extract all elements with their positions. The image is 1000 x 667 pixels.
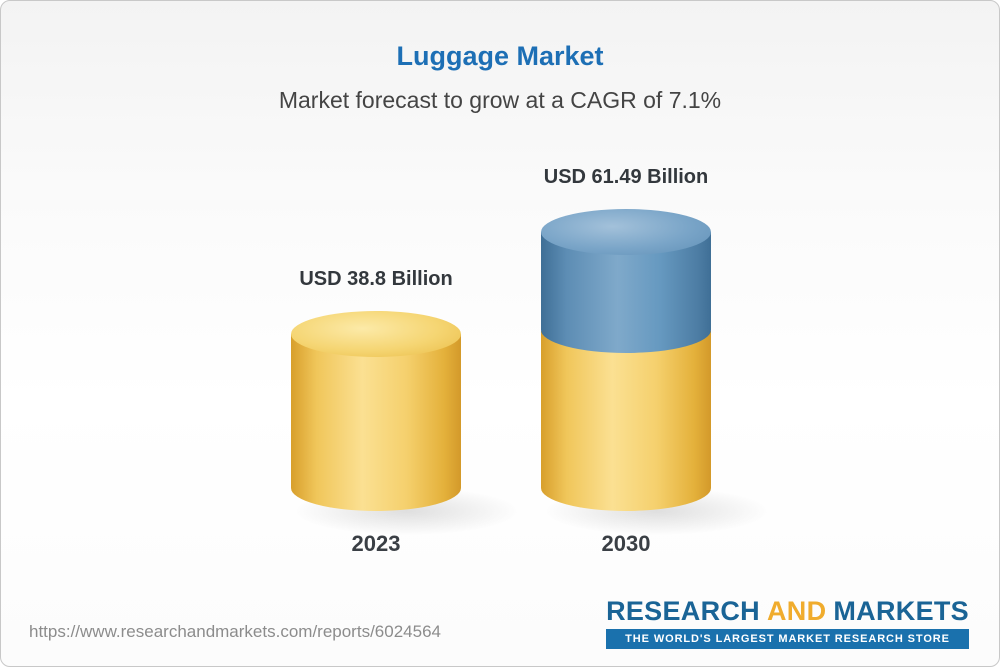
value-label-2023: USD 38.8 Billion: [299, 268, 453, 290]
logo-word-markets: MARKETS: [833, 596, 969, 626]
logo-word-and: AND: [766, 596, 827, 626]
value-label-2030: USD 61.49 Billion: [543, 166, 709, 188]
logo-word-research: RESEARCH: [606, 596, 760, 626]
bar-2023-top: [291, 311, 461, 357]
research-and-markets-logo[interactable]: RESEARCH AND MARKETS THE WORLD'S LARGEST…: [606, 598, 969, 649]
bar-2030-base-segment: [541, 331, 711, 511]
page-title: Luggage Market: [396, 41, 604, 71]
year-label-2023: 2023: [351, 531, 401, 556]
report-url[interactable]: https://www.researchandmarkets.com/repor…: [29, 622, 441, 641]
page-subtitle: Market forecast to grow at a CAGR of 7.1…: [278, 87, 722, 113]
year-label-2030: 2030: [601, 531, 651, 556]
bar-2023-body: [291, 334, 461, 511]
logo-tagline: THE WORLD'S LARGEST MARKET RESEARCH STOR…: [606, 629, 969, 649]
bar-2030-top: [541, 209, 711, 255]
logo-wordmark: RESEARCH AND MARKETS: [606, 598, 969, 625]
